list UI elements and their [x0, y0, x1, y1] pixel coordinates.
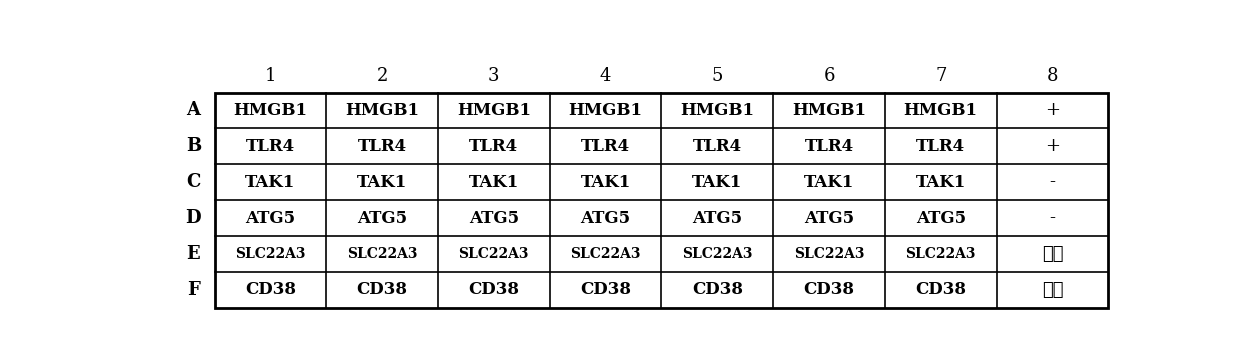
Text: TAK1: TAK1 — [357, 174, 407, 191]
Text: CD38: CD38 — [469, 281, 520, 298]
Text: TAK1: TAK1 — [246, 174, 295, 191]
Text: ATG5: ATG5 — [804, 209, 854, 227]
Text: +: + — [1045, 137, 1060, 155]
Text: 3: 3 — [489, 67, 500, 85]
Text: TLR4: TLR4 — [916, 138, 965, 155]
Text: TAK1: TAK1 — [804, 174, 854, 191]
Text: HMGB1: HMGB1 — [792, 102, 866, 119]
Text: ATG5: ATG5 — [246, 209, 295, 227]
Text: HMGB1: HMGB1 — [345, 102, 419, 119]
Text: CD38: CD38 — [246, 281, 296, 298]
Text: -: - — [1049, 209, 1055, 227]
Text: TLR4: TLR4 — [357, 138, 407, 155]
Text: TAK1: TAK1 — [580, 174, 631, 191]
Text: A: A — [186, 102, 201, 120]
Text: 1: 1 — [264, 67, 277, 85]
Text: E: E — [187, 245, 200, 263]
Text: TLR4: TLR4 — [805, 138, 853, 155]
Text: CD38: CD38 — [580, 281, 631, 298]
Text: 7: 7 — [935, 67, 946, 85]
Text: TAK1: TAK1 — [915, 174, 966, 191]
Text: TLR4: TLR4 — [582, 138, 630, 155]
Text: 空白: 空白 — [1042, 245, 1063, 263]
Text: CD38: CD38 — [804, 281, 854, 298]
Text: ATG5: ATG5 — [580, 209, 631, 227]
Text: SLC22A3: SLC22A3 — [459, 247, 529, 261]
Text: HMGB1: HMGB1 — [904, 102, 977, 119]
Text: -: - — [1049, 173, 1055, 191]
Text: CD38: CD38 — [692, 281, 743, 298]
Text: 2: 2 — [377, 67, 388, 85]
Text: HMGB1: HMGB1 — [569, 102, 642, 119]
Text: TLR4: TLR4 — [469, 138, 518, 155]
Text: D: D — [186, 209, 201, 227]
Text: SLC22A3: SLC22A3 — [347, 247, 418, 261]
Text: TAK1: TAK1 — [692, 174, 743, 191]
Text: +: + — [1045, 102, 1060, 120]
Text: ATG5: ATG5 — [357, 209, 407, 227]
Text: TAK1: TAK1 — [469, 174, 520, 191]
Text: ATG5: ATG5 — [692, 209, 743, 227]
Text: SLC22A3: SLC22A3 — [236, 247, 306, 261]
Bar — [215, 93, 1109, 308]
Text: 空白: 空白 — [1042, 281, 1063, 299]
Text: HMGB1: HMGB1 — [456, 102, 531, 119]
Text: HMGB1: HMGB1 — [681, 102, 754, 119]
Text: 5: 5 — [712, 67, 723, 85]
Text: 6: 6 — [823, 67, 835, 85]
Text: ATG5: ATG5 — [469, 209, 518, 227]
Text: ATG5: ATG5 — [915, 209, 966, 227]
Text: TLR4: TLR4 — [693, 138, 742, 155]
Text: SLC22A3: SLC22A3 — [570, 247, 641, 261]
Text: HMGB1: HMGB1 — [233, 102, 308, 119]
Text: 4: 4 — [600, 67, 611, 85]
Text: B: B — [186, 137, 201, 155]
Text: SLC22A3: SLC22A3 — [905, 247, 976, 261]
Text: CD38: CD38 — [915, 281, 966, 298]
Text: SLC22A3: SLC22A3 — [682, 247, 753, 261]
Text: TLR4: TLR4 — [246, 138, 295, 155]
Text: F: F — [187, 281, 200, 299]
Text: SLC22A3: SLC22A3 — [794, 247, 864, 261]
Text: C: C — [186, 173, 201, 191]
Text: CD38: CD38 — [357, 281, 408, 298]
Text: 8: 8 — [1047, 67, 1058, 85]
